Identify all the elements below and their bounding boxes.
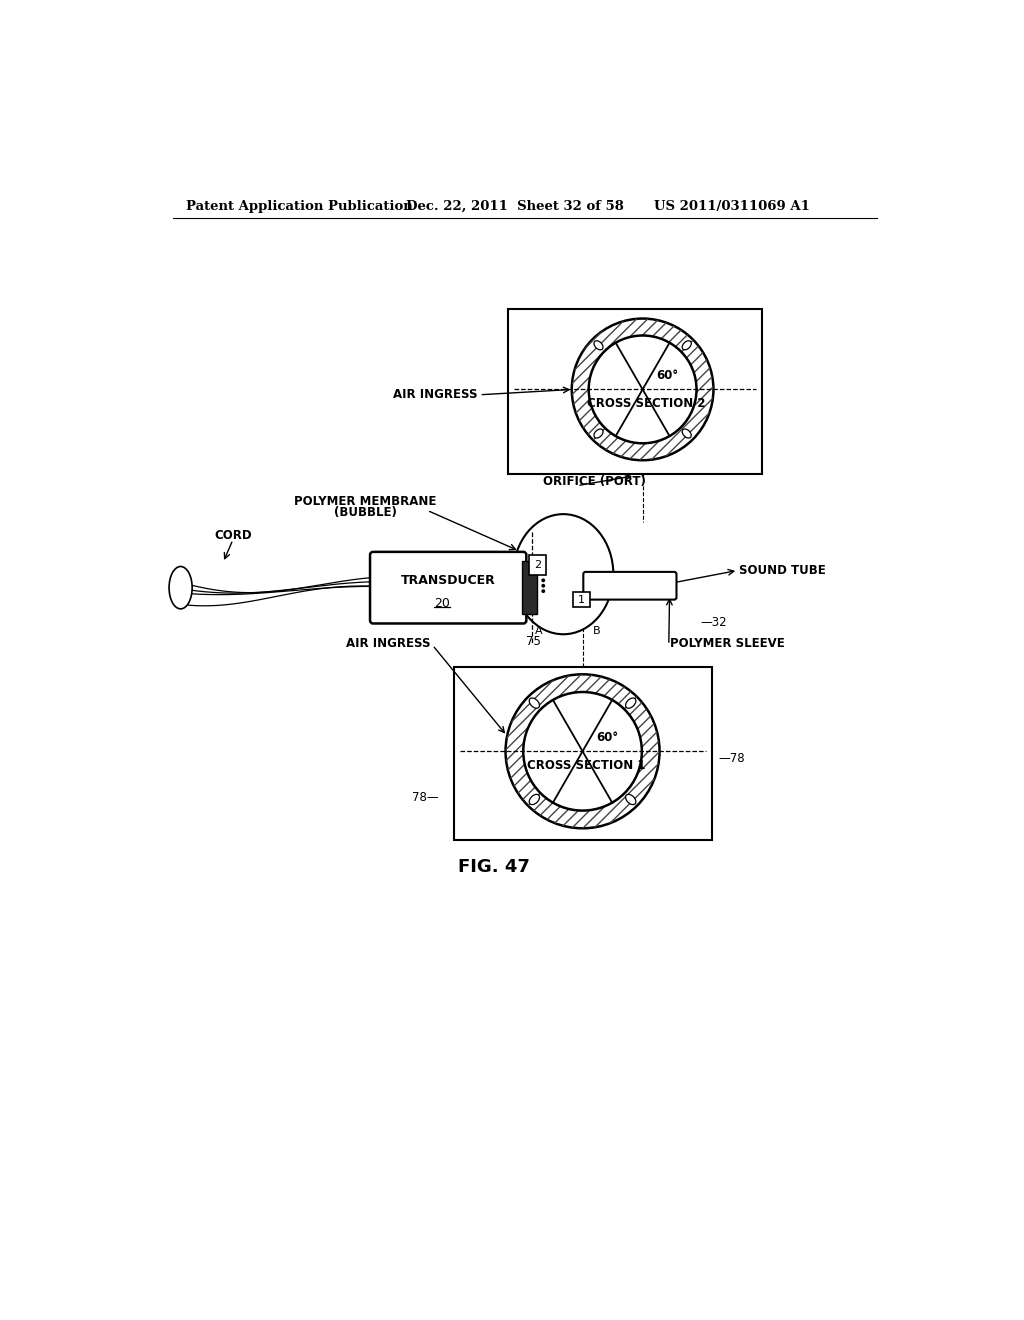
Text: AIR INGRESS: AIR INGRESS	[346, 638, 431, 649]
Text: (BUBBLE): (BUBBLE)	[334, 506, 397, 519]
Text: 60°: 60°	[596, 731, 618, 744]
Text: 20: 20	[434, 597, 450, 610]
Text: POLYMER SLEEVE: POLYMER SLEEVE	[670, 638, 784, 649]
Text: CROSS SECTION 2: CROSS SECTION 2	[587, 397, 706, 409]
Circle shape	[506, 675, 659, 829]
Bar	[529, 554, 547, 576]
Circle shape	[542, 583, 545, 587]
Text: A: A	[535, 626, 543, 636]
Text: —32: —32	[700, 616, 727, 630]
Text: CORD: CORD	[214, 529, 252, 543]
Text: —78: —78	[718, 752, 744, 766]
FancyBboxPatch shape	[370, 552, 526, 623]
Bar	[521, 561, 538, 614]
FancyBboxPatch shape	[584, 572, 677, 599]
Ellipse shape	[682, 341, 691, 350]
Text: Patent Application Publication: Patent Application Publication	[186, 199, 413, 213]
Text: 60°: 60°	[656, 370, 679, 381]
Text: AIR INGRESS: AIR INGRESS	[392, 388, 477, 401]
Text: 78—: 78—	[412, 791, 438, 804]
Text: TRANSDUCER: TRANSDUCER	[400, 574, 496, 587]
Text: US 2011/0311069 A1: US 2011/0311069 A1	[654, 199, 810, 213]
Circle shape	[523, 692, 642, 810]
Circle shape	[589, 335, 696, 444]
Circle shape	[542, 589, 545, 593]
Ellipse shape	[529, 795, 540, 805]
Circle shape	[542, 578, 545, 582]
Text: 1: 1	[579, 594, 586, 605]
Ellipse shape	[594, 341, 603, 350]
Ellipse shape	[626, 698, 636, 709]
Bar	[508, 309, 762, 474]
Bar	[454, 667, 712, 840]
Text: 2: 2	[535, 560, 542, 570]
Bar	[573, 591, 590, 607]
Text: Dec. 22, 2011  Sheet 32 of 58: Dec. 22, 2011 Sheet 32 of 58	[407, 199, 624, 213]
Ellipse shape	[169, 566, 193, 609]
Text: B: B	[593, 626, 600, 636]
Text: SOUND TUBE: SOUND TUBE	[739, 564, 825, 577]
Text: POLYMER MEMBRANE: POLYMER MEMBRANE	[294, 495, 436, 508]
Text: ORIFICE (PORT): ORIFICE (PORT)	[543, 475, 645, 488]
Ellipse shape	[529, 698, 540, 709]
Circle shape	[571, 318, 714, 461]
Text: CROSS SECTION 1: CROSS SECTION 1	[527, 759, 646, 772]
Text: FIG. 47: FIG. 47	[458, 858, 530, 875]
Ellipse shape	[682, 429, 691, 438]
Ellipse shape	[594, 429, 603, 438]
Ellipse shape	[626, 795, 636, 805]
Text: 75: 75	[525, 635, 541, 648]
